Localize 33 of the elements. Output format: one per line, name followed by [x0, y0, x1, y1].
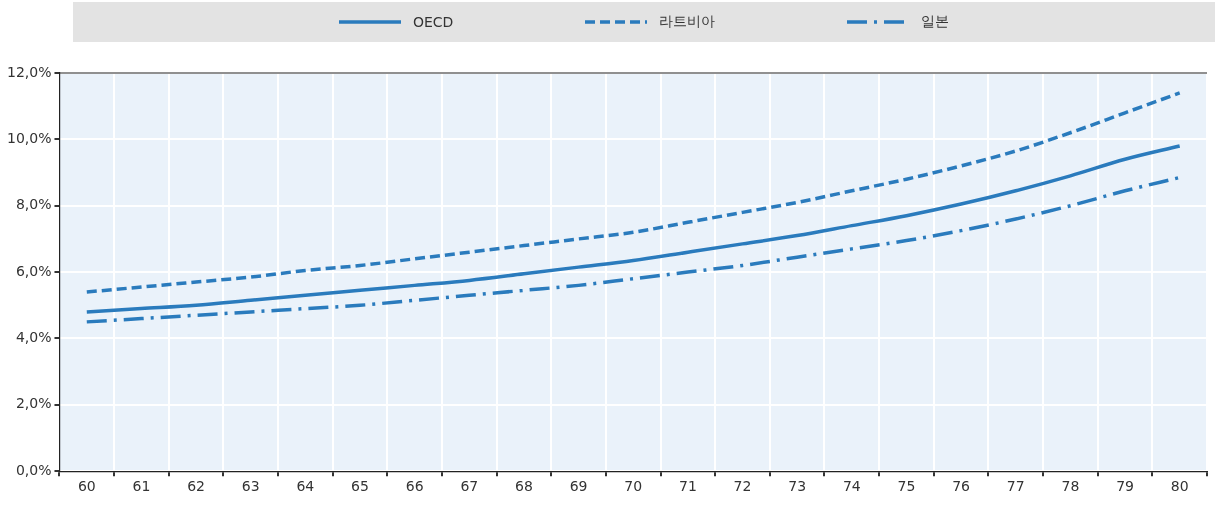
x-tick-label: 74 [842, 478, 861, 495]
x-tick-label: 75 [897, 478, 916, 495]
y-tick-label: 6,0% [15, 262, 52, 279]
legend-label: 라트비아 [659, 13, 716, 31]
x-tick-label: 79 [1116, 478, 1134, 495]
x-tick-label: 69 [569, 478, 588, 495]
y-tick-label: 8,0% [15, 196, 52, 213]
x-tick-label: 62 [187, 478, 205, 495]
x-tick-label: 68 [515, 478, 533, 495]
x-tick-label: 67 [460, 478, 479, 495]
x-tick-label: 76 [952, 478, 971, 495]
x-tick-label: 60 [77, 478, 96, 495]
x-tick-label: 61 [132, 478, 151, 495]
legend-label: 일본 [921, 13, 950, 31]
x-tick-label: 71 [678, 478, 697, 495]
x-tick-label: 64 [296, 478, 315, 495]
y-tick-label: 4,0% [15, 329, 52, 346]
x-tick-label: 72 [733, 478, 752, 495]
x-tick-label: 80 [1170, 478, 1189, 495]
x-tick-label: 73 [788, 478, 807, 495]
line-series [85, 91, 1182, 294]
y-tick-label: 10,0% [6, 130, 52, 147]
x-tick-label: 65 [351, 478, 369, 495]
y-tick-label: 0,0% [15, 461, 52, 478]
x-tick-label: 77 [1006, 478, 1025, 495]
x-tick-label: 66 [405, 478, 424, 495]
legend-label: OECD [412, 14, 454, 30]
y-tick-label: 2,0% [15, 395, 52, 412]
y-tick-label: 12,0% [6, 63, 52, 80]
x-tick-label: 63 [241, 478, 260, 495]
x-tick-label: 78 [1061, 478, 1080, 495]
line-series [85, 144, 1182, 314]
x-tick-label: 70 [624, 478, 643, 495]
